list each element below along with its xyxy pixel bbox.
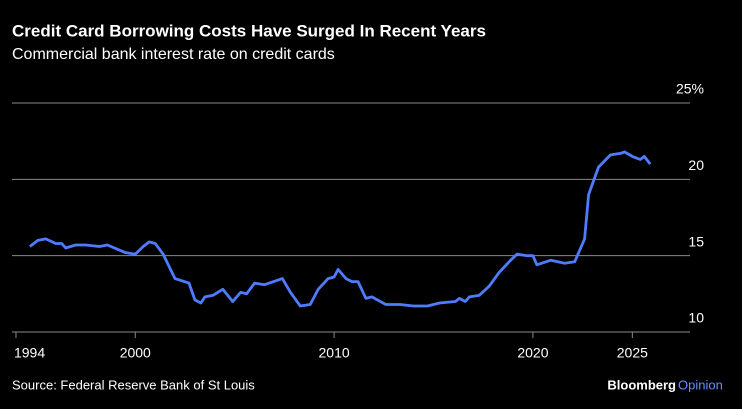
brand-suffix: Opinion — [678, 377, 723, 392]
line-series — [29, 150, 652, 308]
brand: Bloomberg — [607, 377, 676, 392]
chart-subtitle: Commercial bank interest rate on credit … — [12, 46, 335, 63]
x-tick-label: 1994 — [14, 345, 45, 361]
x-tick-label: 2000 — [120, 345, 151, 361]
chart-title: Credit Card Borrowing Costs Have Surged … — [12, 21, 486, 40]
y-tick-label: 10 — [688, 310, 704, 326]
source: Source: Federal Reserve Bank of St Louis — [12, 377, 255, 392]
x-tick-label: 2020 — [517, 345, 548, 361]
y-tick-label: 25% — [676, 81, 704, 97]
x-tick-label: 2010 — [319, 345, 350, 361]
y-tick-label: 20 — [688, 157, 704, 173]
y-tick-label: 15 — [688, 233, 704, 249]
x-tick-label: 2025 — [617, 345, 648, 361]
